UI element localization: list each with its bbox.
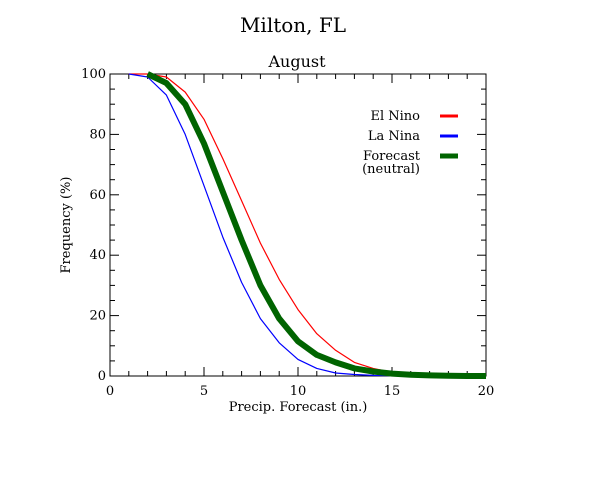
chart-subtitle: August [267,52,326,71]
y-axis-label: Frequency (%) [59,177,74,274]
x-tick-label: 10 [290,384,307,399]
plot-frame [109,73,487,377]
series-line-el-nino [128,73,487,377]
legend-label-forecast: (neutral) [362,162,420,177]
legend-label-el-nino: El Nino [370,109,420,124]
x-tick-label: 20 [478,384,495,399]
legend-label-forecast: Forecast [363,149,421,164]
x-tick-label: 5 [200,384,208,399]
chart-title: Milton, FL [240,13,346,37]
y-tick-label: 60 [89,188,106,203]
y-tick-label: 40 [89,248,106,263]
y-tick-label: 100 [81,67,106,82]
x-tick-label: 15 [384,384,401,399]
axis-tick-labels: 0 5 10 15 20 0 20 40 60 80 100 [81,67,494,399]
y-tick-label: 20 [89,309,106,324]
y-tick-label: 80 [89,127,106,142]
series-line-la-nina [128,73,486,377]
legend-label-la-nina: La Nina [368,129,420,144]
x-tick-label: 0 [106,384,114,399]
series-line-forecast [146,71,486,379]
axis-ticks [109,73,487,377]
series-lines [128,71,487,379]
x-axis-label: Precip. Forecast (in.) [229,400,368,415]
legend: El Nino La Nina Forecast(neutral) [362,109,458,177]
y-tick-label: 0 [98,369,106,384]
